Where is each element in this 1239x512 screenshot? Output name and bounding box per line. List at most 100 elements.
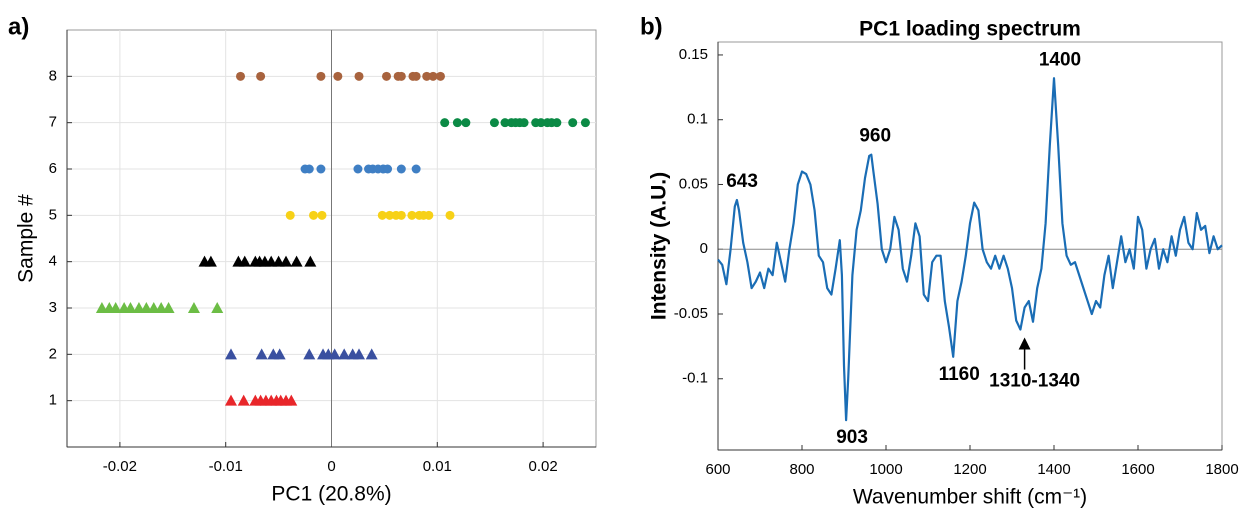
annotation: 1160 xyxy=(939,364,980,385)
y-tick-label: 5 xyxy=(49,206,57,223)
x-tick-label: 600 xyxy=(705,461,730,478)
point xyxy=(500,118,510,128)
point xyxy=(237,394,250,406)
point xyxy=(461,118,471,128)
point xyxy=(224,394,237,406)
x-tick-label: 1600 xyxy=(1121,461,1154,478)
point xyxy=(435,71,445,81)
y-tick-label: 7 xyxy=(49,114,57,131)
annotation: 1310-1340 xyxy=(989,371,1080,392)
point xyxy=(552,118,562,128)
point xyxy=(303,348,316,360)
point xyxy=(365,348,378,360)
x-tick-label: 800 xyxy=(789,461,814,478)
point xyxy=(489,118,499,128)
y-tick-label: 2 xyxy=(49,345,57,362)
point xyxy=(568,118,578,128)
point xyxy=(422,71,432,81)
point xyxy=(285,210,295,220)
point xyxy=(124,302,137,313)
point xyxy=(353,164,363,174)
x-tick-label: 1800 xyxy=(1205,461,1238,478)
point xyxy=(304,164,314,174)
panel: -0.02 -0.01 0 0.01 0.02 1 2 3 4 5 6 7 8 a) PC1 (20.8%)… xyxy=(8,13,597,506)
point xyxy=(238,255,251,267)
plot-area xyxy=(717,41,1223,451)
point xyxy=(428,71,438,81)
x-tick-label: 0.01 xyxy=(423,458,452,475)
point xyxy=(316,71,326,81)
point xyxy=(187,302,200,313)
point xyxy=(333,71,343,81)
point xyxy=(280,255,293,267)
y-tick-label: -0.05 xyxy=(674,305,708,322)
point xyxy=(211,302,224,313)
point xyxy=(317,210,327,220)
y-tick-label: 0.1 xyxy=(687,111,708,128)
point xyxy=(445,210,455,220)
point xyxy=(411,71,421,81)
point xyxy=(385,210,395,220)
x-tick-label: 1200 xyxy=(953,461,986,478)
panel: 600 800 1000 1200 1400 1600 1800 -0.1 -0.05 0 0.05… xyxy=(640,13,1239,508)
point xyxy=(536,118,546,128)
point xyxy=(407,210,417,220)
annotation: 903 xyxy=(836,427,868,448)
point xyxy=(411,164,421,174)
x-tick-label: -0.02 xyxy=(103,458,137,475)
point xyxy=(396,164,406,174)
x-axis-label: Wavenumber shift (cm⁻¹) xyxy=(853,486,1087,509)
point xyxy=(396,71,406,81)
x-tick-label: 0 xyxy=(327,458,335,475)
point xyxy=(309,210,319,220)
point xyxy=(256,71,266,81)
point xyxy=(162,302,175,313)
chart-title: PC1 loading spectrum xyxy=(859,18,1081,41)
point xyxy=(224,348,237,360)
x-tick-label: 1400 xyxy=(1037,461,1070,478)
spectrum-line xyxy=(717,77,1223,422)
point xyxy=(316,164,326,174)
point xyxy=(338,348,351,360)
panel-label: b) xyxy=(640,13,663,40)
annotation: 960 xyxy=(859,126,891,147)
y-tick-label: 3 xyxy=(49,299,57,316)
point xyxy=(353,348,366,360)
point xyxy=(519,118,529,128)
point xyxy=(328,348,341,360)
annotation: 643 xyxy=(726,171,758,192)
y-tick-label: -0.1 xyxy=(682,370,708,387)
x-axis-label: PC1 (20.8%) xyxy=(271,483,391,506)
y-axis-label: Intensity (A.U.) xyxy=(648,172,671,320)
point xyxy=(354,71,364,81)
y-tick-label: 0.05 xyxy=(679,175,708,192)
y-tick-label: 6 xyxy=(49,160,57,177)
point xyxy=(285,394,298,406)
point xyxy=(580,118,590,128)
annotation: 1400 xyxy=(1039,49,1081,70)
point xyxy=(377,210,387,220)
point xyxy=(452,118,462,128)
y-tick-label: 4 xyxy=(49,253,57,270)
point xyxy=(424,210,434,220)
x-tick-label: 1000 xyxy=(869,461,902,478)
y-axis-label: Sample # xyxy=(15,194,38,283)
point xyxy=(396,210,406,220)
y-tick-label: 8 xyxy=(49,67,57,84)
point xyxy=(273,348,286,360)
point xyxy=(290,255,303,267)
x-tick-label: -0.01 xyxy=(209,458,243,475)
point xyxy=(304,255,317,267)
y-tick-label: 0 xyxy=(700,240,708,257)
x-tick-label: 0.02 xyxy=(528,458,557,475)
point xyxy=(440,118,450,128)
y-tick-label: 0.15 xyxy=(679,46,708,63)
point xyxy=(109,302,122,313)
point xyxy=(382,71,392,81)
point xyxy=(383,164,393,174)
y-tick-label: 1 xyxy=(49,392,57,409)
point xyxy=(255,348,268,360)
point xyxy=(236,71,246,81)
